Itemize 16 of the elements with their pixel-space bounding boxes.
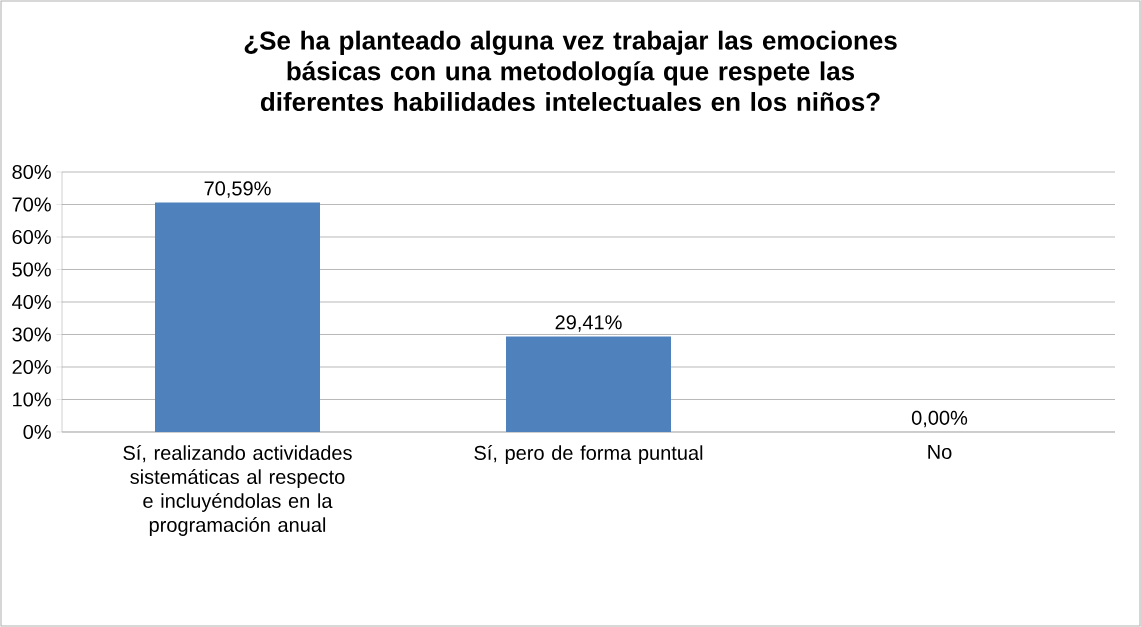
y-tick-label: 60% — [12, 229, 51, 245]
x-tick-label: No — [928, 445, 952, 459]
y-tick-label: 20% — [12, 359, 51, 375]
y-tick-label: 40% — [12, 294, 51, 310]
x-tick-label: Sí, realizando actividades sistemáticas al respecto e incluyéndolas en la programación anual — [123, 445, 352, 536]
data-label: 29,41% — [555, 315, 622, 332]
x-tick-label: Sí, pero de forma puntual — [474, 445, 703, 464]
chart-title: ¿Se ha planteado alguna vez trabajar las emociones básicas con una metodología que respete las diferentes habilidades intelectuales en los niños? — [244, 30, 897, 112]
data-label: 0,00% — [911, 410, 968, 428]
y-tick-label: 70% — [12, 197, 51, 212]
y-tick-label: 80% — [12, 164, 51, 180]
y-tick-label: 50% — [12, 262, 51, 277]
data-label: 70,59% — [204, 181, 271, 198]
y-tick-label: 30% — [12, 327, 51, 342]
y-tick-label: 0% — [23, 424, 51, 440]
y-tick-label: 10% — [13, 392, 51, 407]
